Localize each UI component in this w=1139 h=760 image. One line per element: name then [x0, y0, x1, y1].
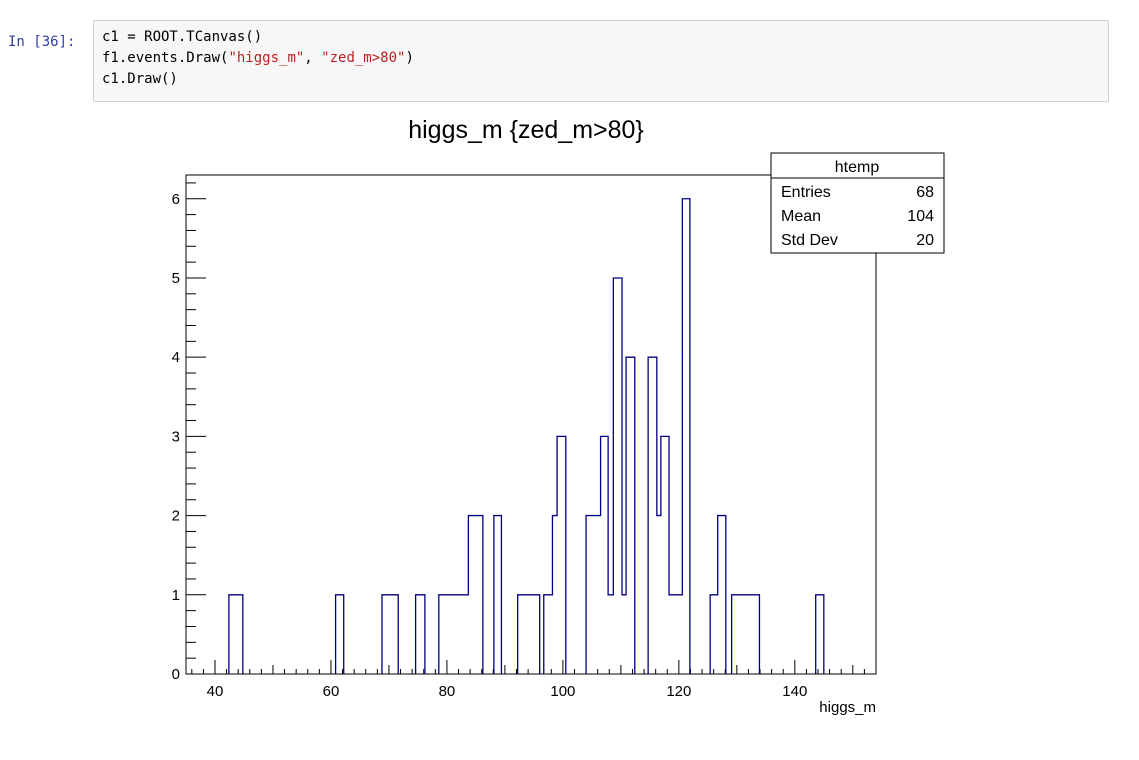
code-line-2-sep: ,: [304, 50, 322, 66]
stats-stddev-label: Std Dev: [781, 232, 838, 249]
cell-prompt: In [36]:: [8, 34, 76, 50]
x-tick-label: 140: [782, 683, 807, 700]
x-axis: 40 60 80 100 120 140: [191, 660, 877, 700]
y-tick-label: 6: [172, 191, 180, 208]
plot-frame: [185, 174, 877, 675]
x-axis-label: higgs_m: [819, 699, 876, 716]
x-tick-label: 40: [207, 683, 224, 700]
y-tick-label: 0: [172, 666, 180, 683]
stats-stddev-value: 20: [916, 232, 934, 249]
y-tick-label: 2: [172, 508, 180, 525]
y-tick-label: 4: [172, 349, 180, 366]
y-tick-label: 1: [172, 587, 180, 604]
code-line-1[interactable]: c1 = ROOT.TCanvas(): [102, 29, 263, 45]
code-string-arg1: "higgs_m": [228, 50, 305, 66]
code-line-2-suffix: ): [405, 50, 414, 66]
y-tick-label: 5: [172, 270, 180, 287]
stats-box-frame: [770, 152, 945, 254]
plot-title: higgs_m {zed_m>80}: [408, 116, 644, 144]
code-line-3[interactable]: c1.Draw(): [102, 71, 178, 87]
code-string-arg2: "zed_m>80": [321, 50, 406, 66]
stats-entries-label: Entries: [781, 184, 831, 201]
stats-box: htemp Entries 68 Mean 104 Std Dev 20: [770, 152, 945, 254]
code-line-2-prefix: f1.events.Draw(: [102, 50, 229, 66]
stats-entries-value: 68: [916, 184, 934, 201]
y-tick-label: 3: [172, 428, 180, 445]
stats-box-title: htemp: [835, 159, 880, 176]
code-line-2[interactable]: f1.events.Draw("higgs_m", "zed_m>80"): [102, 50, 414, 66]
code-cell[interactable]: c1 = ROOT.TCanvas() f1.events.Draw("higg…: [93, 20, 1109, 102]
x-tick-label: 120: [666, 683, 691, 700]
x-tick-label: 60: [323, 683, 340, 700]
histogram-line: [228, 198, 825, 674]
stats-mean-value: 104: [907, 208, 934, 225]
y-axis: 0 1 2 3 4 5 6: [172, 182, 206, 683]
x-tick-label: 80: [439, 683, 456, 700]
x-tick-label: 100: [550, 683, 575, 700]
stats-mean-label: Mean: [781, 208, 821, 225]
